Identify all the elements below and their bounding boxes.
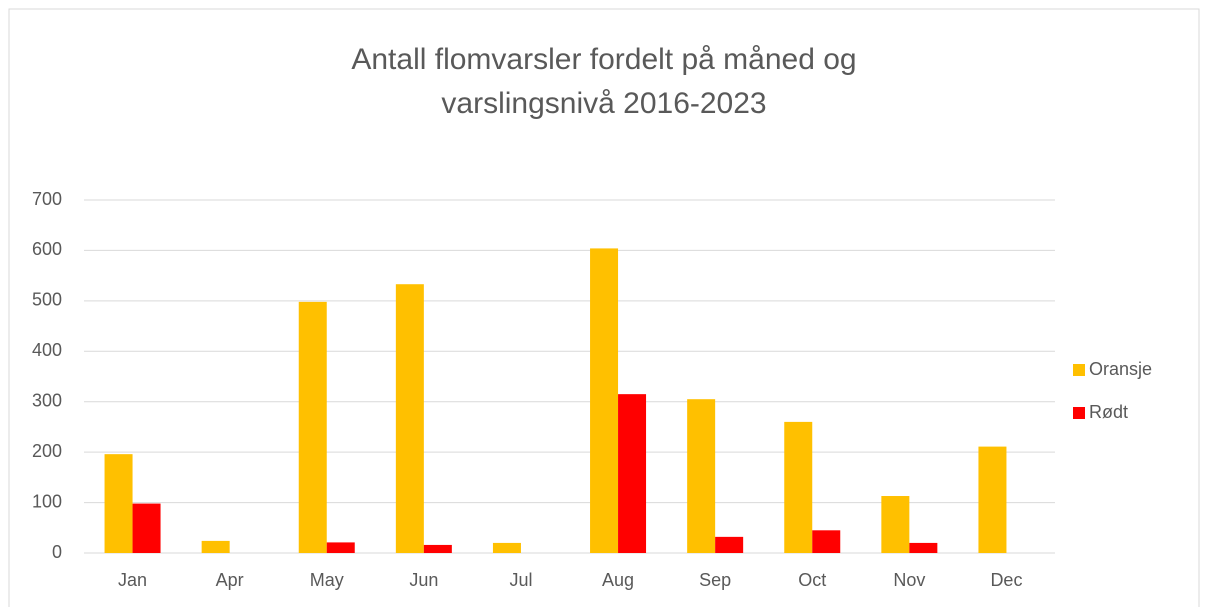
x-tick-label: May (310, 570, 344, 590)
bar (881, 496, 910, 553)
bar (687, 399, 716, 553)
y-tick-label: 500 (32, 290, 62, 310)
bar (492, 542, 521, 553)
bar (104, 454, 133, 553)
x-tick-label: Nov (893, 570, 925, 590)
x-tick-label: Dec (990, 570, 1022, 590)
legend-swatch (1073, 407, 1085, 419)
chart-border (8, 8, 1200, 607)
y-tick-label: 300 (32, 390, 62, 410)
y-tick-label: 100 (32, 491, 62, 511)
bar (201, 540, 230, 553)
x-tick-label: Oct (798, 570, 826, 590)
bar (395, 284, 424, 553)
bar (590, 248, 619, 553)
bar (978, 446, 1007, 553)
bar (423, 544, 452, 553)
x-tick-label: Aug (602, 570, 634, 590)
y-tick-label: 700 (32, 189, 62, 209)
y-tick-label: 200 (32, 441, 62, 461)
bar (909, 542, 938, 553)
bar (812, 530, 841, 553)
y-tick-label: 0 (52, 542, 62, 562)
legend-label: Rødt (1089, 402, 1128, 422)
bar (326, 542, 355, 553)
bar (298, 301, 327, 553)
x-tick-label: Jul (509, 570, 532, 590)
bar (715, 536, 744, 553)
y-tick-label: 600 (32, 239, 62, 259)
x-tick-label: Jun (409, 570, 438, 590)
bar (132, 503, 161, 553)
x-tick-label: Jan (118, 570, 147, 590)
legend-label: Oransje (1089, 359, 1152, 379)
y-tick-label: 400 (32, 340, 62, 360)
chart-title: Antall flomvarsler fordelt på måned og v… (351, 43, 857, 120)
bar (784, 421, 813, 553)
x-tick-label: Sep (699, 570, 731, 590)
x-tick-label: Apr (216, 570, 244, 590)
bar (618, 394, 647, 553)
legend-swatch (1073, 364, 1085, 376)
